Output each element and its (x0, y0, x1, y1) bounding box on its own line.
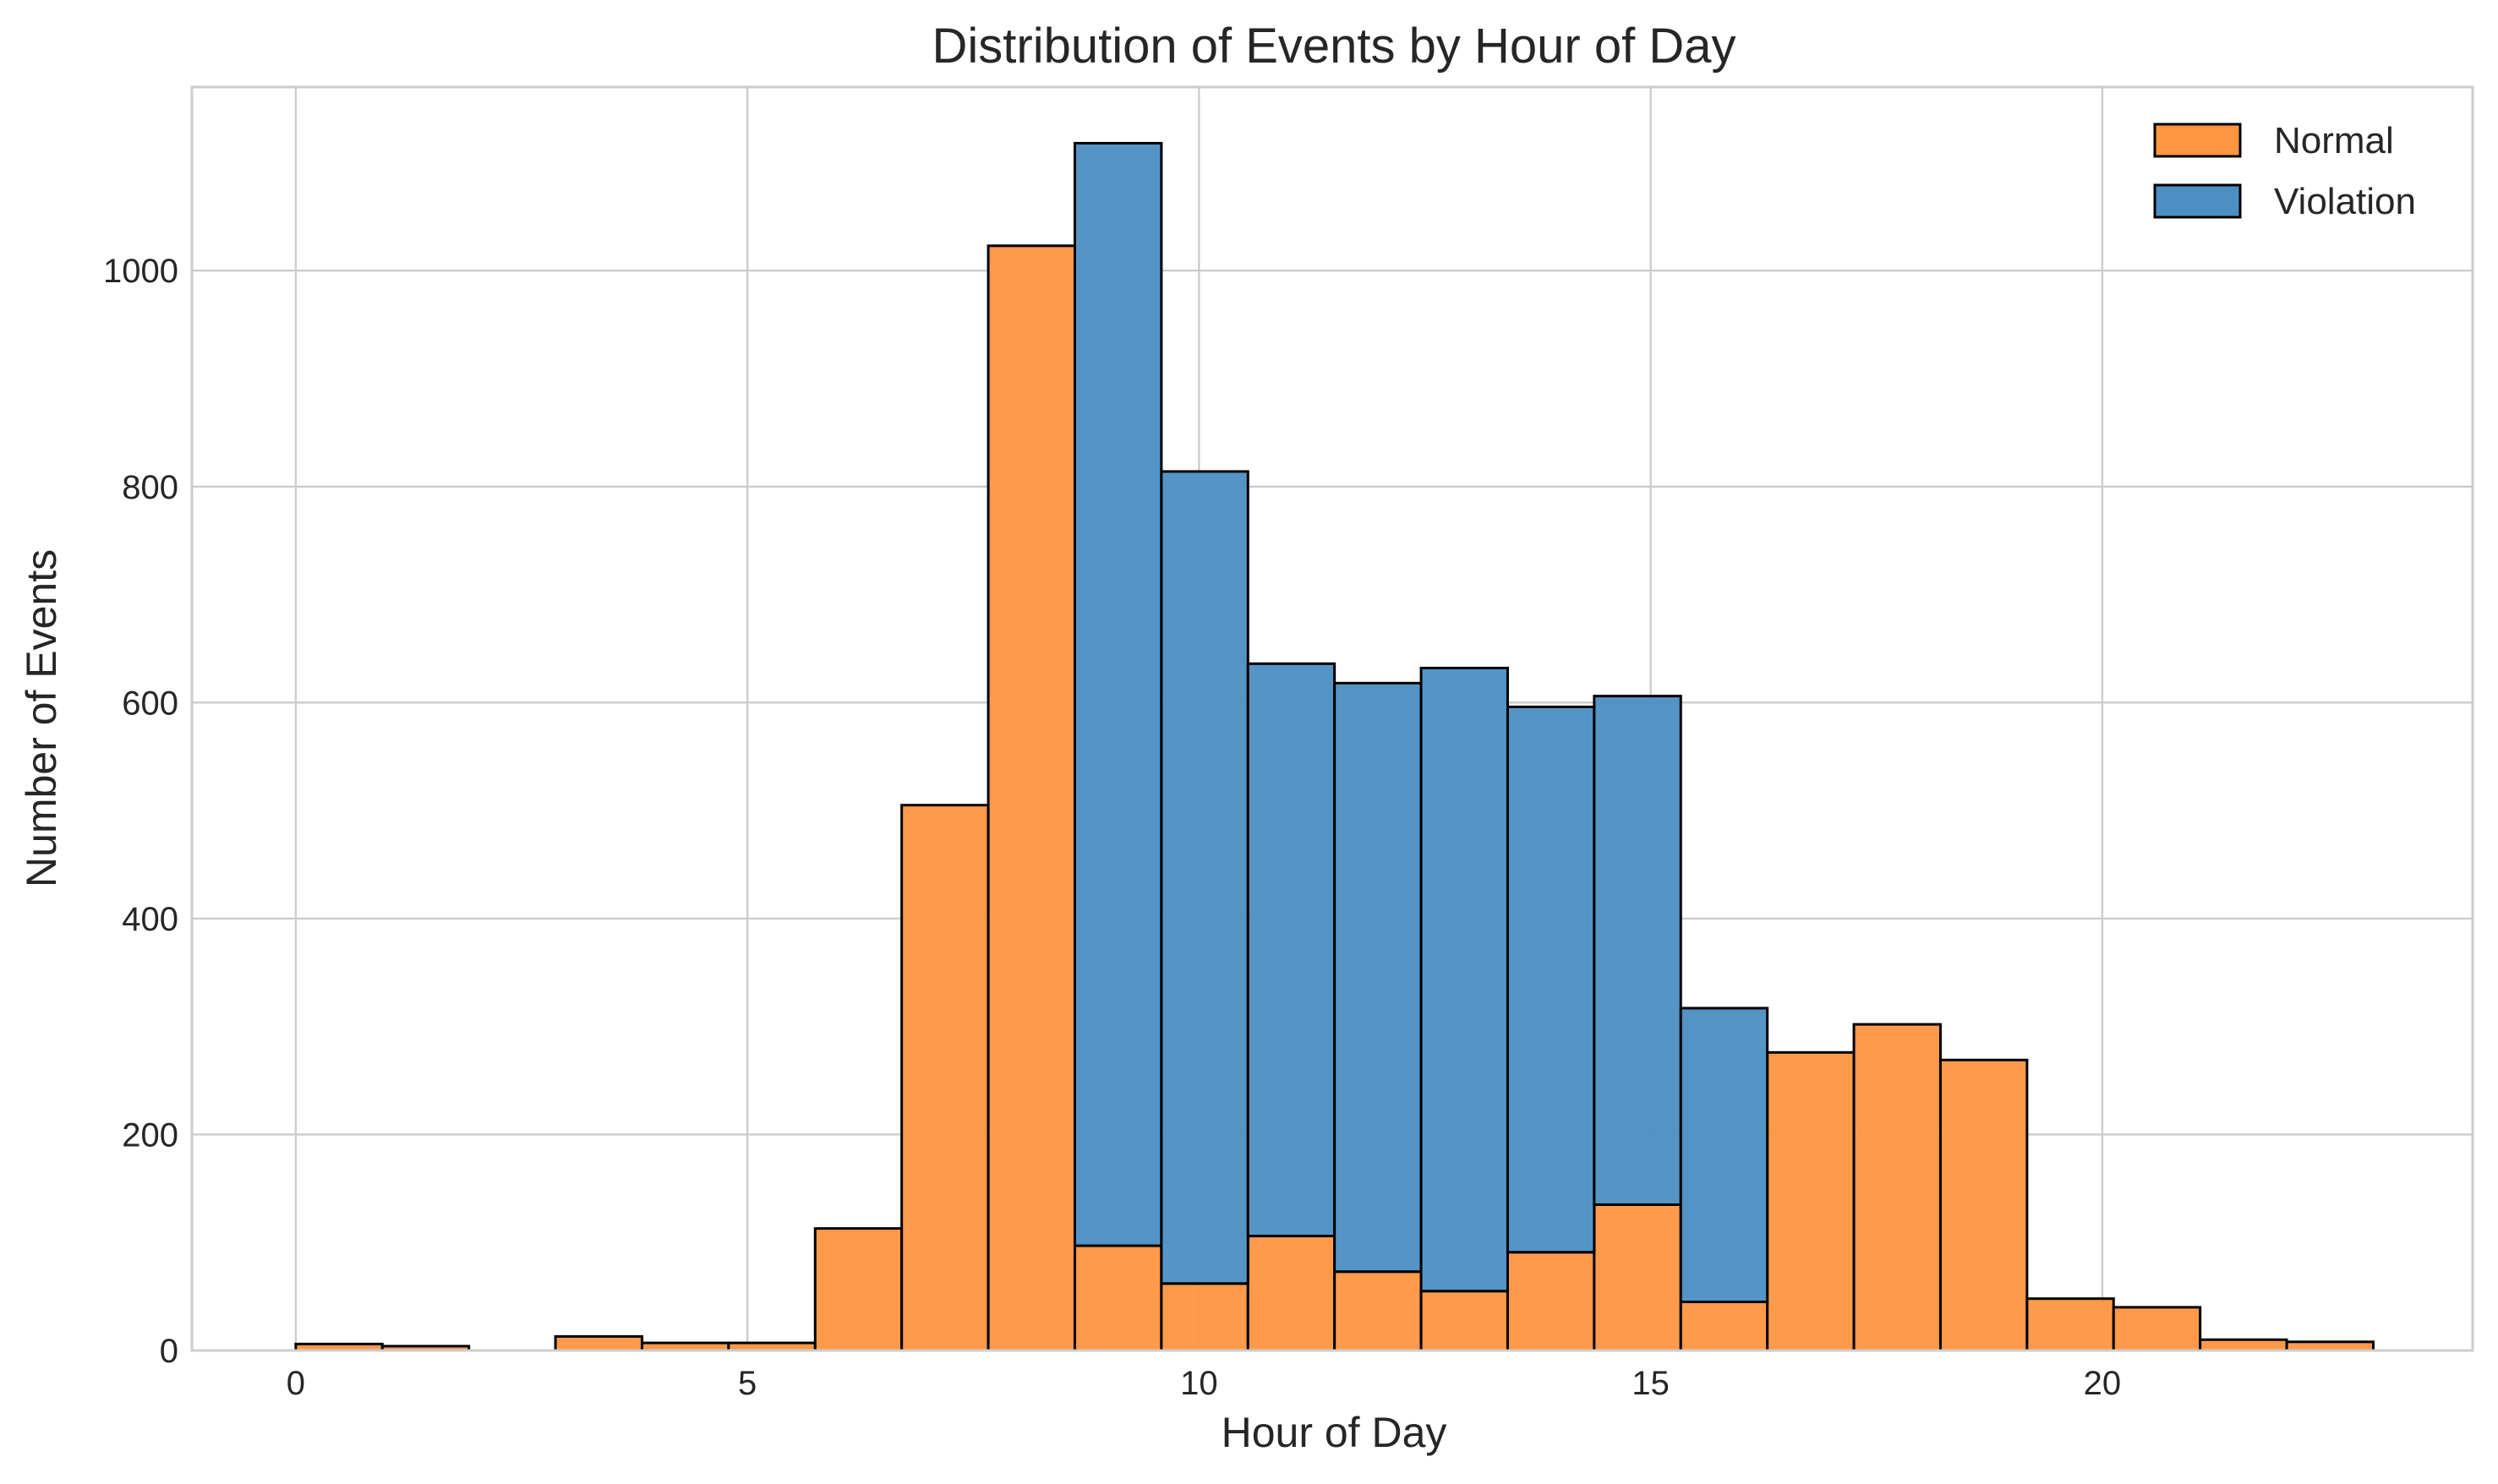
bar-normal (554, 1334, 643, 1352)
bar-normal (2285, 1340, 2375, 1352)
bar-violation (1593, 695, 1682, 1206)
bar-normal (987, 244, 1076, 1352)
chart-title: Distribution of Events by Hour of Day (932, 19, 1736, 74)
bar-violation (1679, 1007, 1769, 1303)
bar-violation (1506, 705, 1596, 1254)
bar-normal (2025, 1297, 2115, 1352)
legend-label-normal: Normal (2274, 120, 2394, 161)
bar-violation (1333, 681, 1423, 1274)
legend-swatch-normal (2153, 123, 2242, 158)
bar-violation (1246, 662, 1336, 1238)
bar-normal (813, 1227, 904, 1352)
legend: Normal Violation (2153, 120, 2416, 222)
y-tick-label: 400 (122, 901, 178, 938)
bar-normal (1938, 1058, 2029, 1352)
y-tick-label: 800 (122, 469, 178, 506)
bar-normal (2199, 1338, 2288, 1352)
bar-normal (1506, 1251, 1596, 1352)
bar-normal (1333, 1270, 1423, 1352)
bar-normal (1766, 1050, 1856, 1352)
y-tick-label: 1000 (103, 253, 178, 290)
plot-border (190, 85, 2474, 1352)
bar-violation (1419, 666, 1509, 1293)
legend-label-violation: Violation (2274, 181, 2416, 222)
bar-normal (1852, 1023, 1942, 1352)
x-tick-label: 5 (738, 1365, 757, 1402)
y-tick-label: 600 (122, 685, 178, 722)
bars-layer (294, 141, 2375, 1352)
bar-violation (1073, 141, 1163, 1247)
bar-normal (1073, 1244, 1163, 1352)
x-tick-label: 20 (2084, 1365, 2122, 1402)
bar-violation (1160, 470, 1249, 1285)
y-tick-label: 0 (160, 1333, 178, 1370)
bar-normal (1419, 1290, 1509, 1352)
x-tick-label: 0 (287, 1365, 305, 1402)
bar-normal (1679, 1301, 1769, 1352)
plot-frame (190, 85, 2474, 1352)
bar-normal (1246, 1235, 1336, 1352)
x-tick-label: 10 (1180, 1365, 1218, 1402)
x-axis-label: Hour of Day (1222, 1409, 1447, 1456)
legend-swatch-violation (2153, 183, 2242, 219)
y-tick-label: 200 (122, 1116, 178, 1154)
bar-normal (900, 804, 990, 1352)
y-axis-label: Number of Events (18, 549, 65, 887)
x-tick-label: 15 (1632, 1365, 1670, 1402)
bar-normal (2112, 1306, 2202, 1352)
bar-normal (1160, 1282, 1249, 1352)
bar-normal (1593, 1203, 1682, 1352)
